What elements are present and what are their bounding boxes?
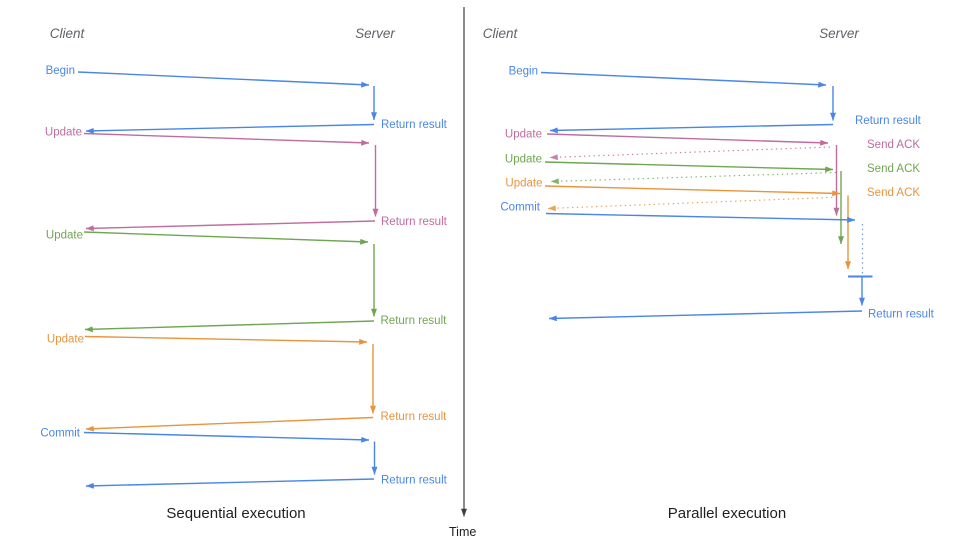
return-result-label: Return result bbox=[381, 411, 448, 423]
time-axis-label: Time bbox=[449, 525, 476, 539]
update-label: Update bbox=[505, 178, 542, 190]
return-result-line bbox=[85, 416, 374, 432]
update-label: Update bbox=[45, 127, 82, 139]
panel-parallel: Begin Return result Update Send ACK Update Se… bbox=[500, 66, 935, 322]
update-request-line bbox=[83, 132, 370, 146]
return-result-line bbox=[85, 220, 376, 232]
sequential-panel-title: Sequential execution bbox=[166, 505, 305, 522]
return-result-line bbox=[549, 123, 834, 134]
begin-label: Begin bbox=[509, 66, 538, 78]
begin-label: Begin bbox=[46, 65, 75, 77]
update-request-line bbox=[546, 133, 829, 146]
update-request-line bbox=[84, 335, 368, 345]
update-label: Update bbox=[505, 154, 542, 166]
commit-request-line bbox=[545, 212, 856, 223]
send-ack-label: Send ACK bbox=[867, 187, 920, 199]
send-ack-label: Send ACK bbox=[867, 163, 920, 175]
update-request-line bbox=[544, 161, 834, 173]
update-label: Update bbox=[47, 334, 84, 346]
update-label: Update bbox=[46, 230, 83, 242]
return-result-line bbox=[85, 123, 375, 134]
parallel-panel-title: Parallel execution bbox=[668, 505, 786, 522]
panel-sequential: Begin Return result Update Return result Upd… bbox=[40, 65, 448, 489]
begin-request-line bbox=[77, 71, 370, 88]
send-ack-line bbox=[547, 196, 843, 212]
return-result-label: Return result bbox=[868, 309, 935, 321]
return-result-line bbox=[85, 478, 375, 489]
commit-request-line bbox=[83, 431, 370, 443]
send-ack-line bbox=[550, 171, 837, 185]
client-column-header: Client bbox=[50, 26, 86, 41]
send-ack-label: Send ACK bbox=[867, 139, 920, 151]
commit-label: Commit bbox=[40, 428, 80, 440]
commit-label: Commit bbox=[500, 202, 540, 214]
return-result-label: Return result bbox=[381, 315, 448, 327]
server-column-header: Server bbox=[819, 26, 859, 41]
return-result-line bbox=[84, 320, 375, 333]
return-result-label: Return result bbox=[381, 119, 448, 131]
server-column-header: Server bbox=[355, 26, 395, 41]
update-label: Update bbox=[505, 129, 542, 141]
update-request-line bbox=[83, 231, 369, 245]
return-result-label: Return result bbox=[381, 216, 448, 228]
return-result-line bbox=[548, 310, 863, 322]
return-result-label: Return result bbox=[855, 115, 922, 127]
begin-request-line bbox=[540, 71, 827, 88]
send-ack-line bbox=[549, 146, 831, 161]
return-result-label: Return result bbox=[381, 475, 448, 487]
client-column-header: Client bbox=[483, 26, 519, 41]
update-request-line bbox=[544, 185, 841, 197]
